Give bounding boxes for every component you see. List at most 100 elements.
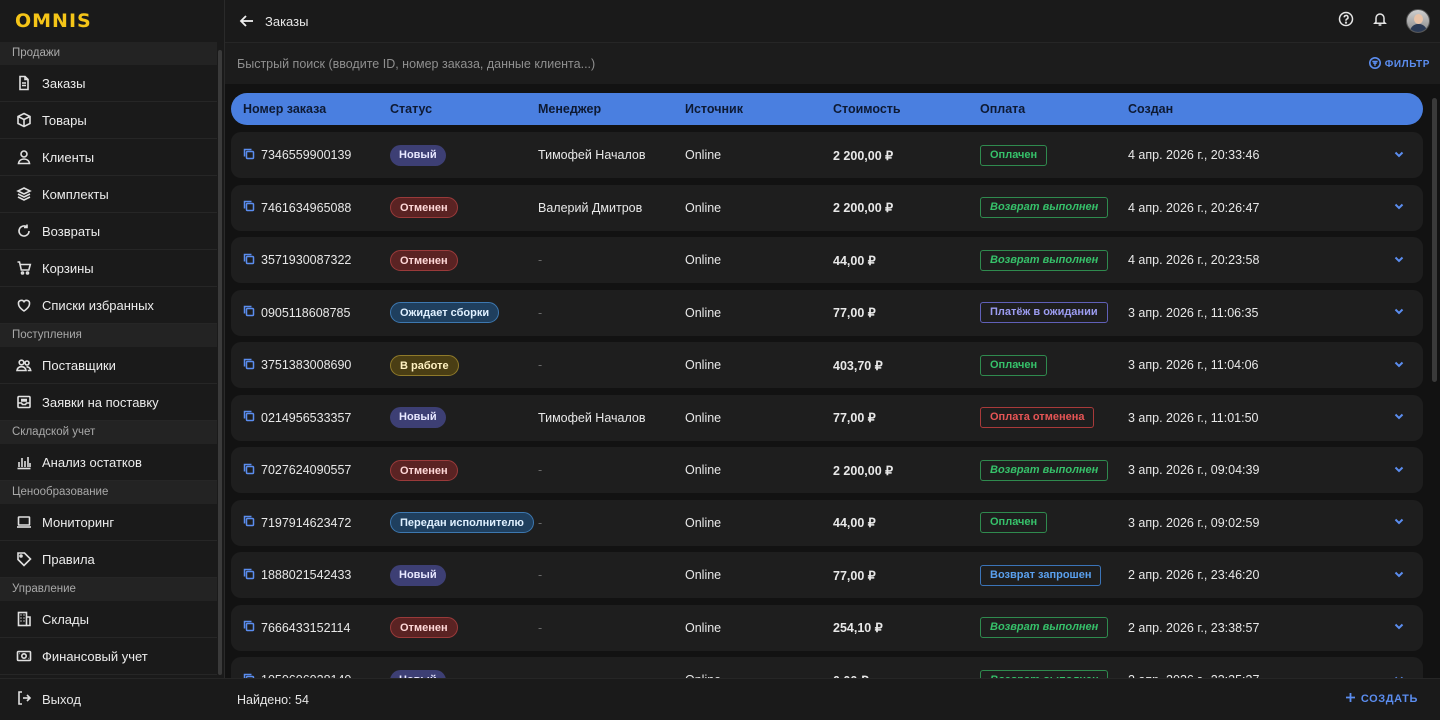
- search-bar: ФИЛЬТР: [225, 42, 1440, 84]
- copy-icon[interactable]: [243, 463, 255, 478]
- created-date: 2 апр. 2026 г., 23:35:37: [1128, 673, 1259, 678]
- price-value: 77,00 ₽: [833, 568, 876, 583]
- chevron-down-icon[interactable]: [1393, 358, 1405, 373]
- chevron-down-icon[interactable]: [1393, 463, 1405, 478]
- payment-cell: Оплачен: [980, 342, 1048, 388]
- payment-badge: Оплачен: [980, 144, 1048, 166]
- sidebar-item[interactable]: Возвраты: [0, 213, 217, 250]
- created-cell: 4 апр. 2026 г., 20:33:46: [1128, 132, 1259, 178]
- sidebar-item[interactable]: Поставщики: [0, 347, 217, 384]
- sidebar-item-label: Корзины: [42, 260, 94, 276]
- column-header[interactable]: Номер заказа: [243, 102, 327, 116]
- payment-cell: Оплата отменена: [980, 395, 1095, 441]
- copy-icon[interactable]: [243, 358, 255, 373]
- sidebar-item[interactable]: Комплекты: [0, 176, 217, 213]
- table-row[interactable]: 7346559900139 Новый Тимофей Началов Online 2…: [231, 132, 1423, 178]
- column-header[interactable]: Статус: [390, 102, 433, 116]
- table-row[interactable]: 1888021542433 Новый - Online 77,00 ₽ Возврат …: [231, 552, 1423, 598]
- copy-icon[interactable]: [243, 148, 255, 163]
- status-cell: Новый: [390, 395, 446, 441]
- sidebar-item[interactable]: Мониторинг: [0, 504, 217, 541]
- created-date: 4 апр. 2026 г., 20:23:58: [1128, 253, 1260, 267]
- sidebar-item[interactable]: Корзины: [0, 250, 217, 287]
- copy-icon[interactable]: [243, 410, 255, 425]
- heart-icon: [16, 297, 32, 313]
- sidebar-item[interactable]: Заявки на поставку: [0, 384, 217, 421]
- table-row[interactable]: 3571930087322 Отменен - Online 44,00 ₽ Возвра…: [231, 237, 1423, 283]
- chevron-down-icon[interactable]: [1393, 568, 1405, 583]
- chevron-down-icon[interactable]: [1393, 200, 1405, 215]
- source-value: Online: [685, 410, 722, 425]
- sidebar-item[interactable]: Товары: [0, 102, 217, 139]
- copy-icon[interactable]: [243, 253, 255, 268]
- table-row[interactable]: 1050606028140 Новый - Online 0,00 ₽ Возврат в…: [231, 657, 1423, 678]
- box-icon: [16, 112, 32, 128]
- table-row[interactable]: 7461634965088 Отменен Валерий Дмитров Onlin…: [231, 184, 1423, 231]
- table-row[interactable]: 3751383008690 В работе - Online 403,70 ₽ Опла…: [231, 342, 1423, 388]
- sidebar-item[interactable]: Клиенты: [0, 139, 217, 176]
- footer: Найдено: 54 СОЗДАТЬ: [225, 678, 1440, 720]
- search-input[interactable]: [237, 56, 1037, 71]
- copy-icon[interactable]: [243, 305, 255, 320]
- main-scrollbar[interactable]: [1432, 98, 1437, 382]
- logout-button[interactable]: Выход: [0, 678, 225, 720]
- sidebar-item[interactable]: Правила: [0, 541, 217, 578]
- sidebar-item-label: Анализ остатков: [42, 454, 142, 470]
- sidebar-item-label: Товары: [42, 112, 87, 128]
- chevron-down-icon[interactable]: [1393, 620, 1405, 635]
- source-value: Online: [685, 568, 722, 582]
- copy-icon[interactable]: [243, 620, 255, 635]
- sidebar-item[interactable]: Анализ остатков: [0, 444, 217, 481]
- table-row[interactable]: 0214956533357 Новый Тимофей Началов Online 7…: [231, 394, 1423, 441]
- chevron-down-icon[interactable]: [1393, 515, 1405, 530]
- sidebar-scrollbar[interactable]: [218, 50, 222, 675]
- chevron-down-icon[interactable]: [1393, 148, 1405, 163]
- column-header[interactable]: Источник: [685, 102, 743, 116]
- table-row[interactable]: 7197914623472 Передан исполнителю - Online 4…: [231, 499, 1423, 546]
- table-row[interactable]: 7027624090557 Отменен - Online 2 200,00 ₽ Воз…: [231, 447, 1423, 493]
- order-number-cell: 7027624090557: [243, 447, 351, 493]
- filter-button[interactable]: ФИЛЬТР: [1368, 57, 1430, 72]
- table-row[interactable]: 0905118608785 Ожидает сборки - Online 77,00 …: [231, 289, 1423, 336]
- copy-icon[interactable]: [243, 568, 255, 583]
- copy-icon[interactable]: [243, 673, 255, 678]
- price-value: 77,00 ₽: [833, 306, 876, 320]
- brand-logo[interactable]: OMNIS: [15, 10, 92, 32]
- chevron-down-icon[interactable]: [1393, 253, 1405, 268]
- sidebar-item[interactable]: Заказы: [0, 65, 217, 102]
- sidebar-item[interactable]: Финансовый учет: [0, 638, 217, 675]
- created-cell: 3 апр. 2026 г., 11:06:35: [1128, 290, 1259, 336]
- order-number: 0905118608785: [261, 305, 351, 320]
- sidebar-item-label: Финансовый учет: [42, 648, 148, 664]
- bell-icon[interactable]: [1372, 11, 1388, 32]
- manager-cell: -: [538, 342, 542, 388]
- sidebar-item[interactable]: Склады: [0, 601, 217, 638]
- layers-icon: [16, 186, 32, 202]
- column-header[interactable]: Оплата: [980, 102, 1026, 116]
- chevron-down-icon[interactable]: [1393, 410, 1405, 425]
- copy-icon[interactable]: [243, 515, 255, 530]
- avatar[interactable]: [1406, 9, 1430, 33]
- manager-cell: Тимофей Началов: [538, 395, 646, 441]
- page-title: Заказы: [265, 13, 309, 29]
- manager-name: Тимофей Началов: [538, 148, 646, 162]
- sidebar-item-label: Мониторинг: [42, 514, 115, 530]
- price-cell: 77,00 ₽: [833, 290, 876, 336]
- column-header[interactable]: Создан: [1128, 102, 1174, 116]
- table-row[interactable]: 7666433152114 Отменен - Online 254,10 ₽ Возвр…: [231, 604, 1423, 651]
- back-arrow-icon[interactable]: [239, 13, 255, 29]
- price-cell: 2 200,00 ₽: [833, 132, 893, 178]
- sidebar-item[interactable]: Списки избранных: [0, 287, 217, 324]
- column-header[interactable]: Стоимость: [833, 102, 901, 116]
- help-icon[interactable]: [1338, 11, 1354, 32]
- manager-name: Тимофей Началов: [538, 410, 646, 425]
- payment-badge: Возврат выполнен: [980, 669, 1109, 678]
- chevron-down-icon[interactable]: [1393, 305, 1405, 320]
- copy-icon[interactable]: [243, 200, 255, 215]
- payment-cell: Платёж в ожидании: [980, 290, 1108, 336]
- top-header: Заказы: [225, 0, 1440, 42]
- payment-badge: Возврат выполнен: [980, 249, 1109, 271]
- create-button[interactable]: СОЗДАТЬ: [1345, 692, 1418, 706]
- order-number-cell: 1888021542433: [243, 552, 351, 598]
- column-header[interactable]: Менеджер: [538, 102, 602, 116]
